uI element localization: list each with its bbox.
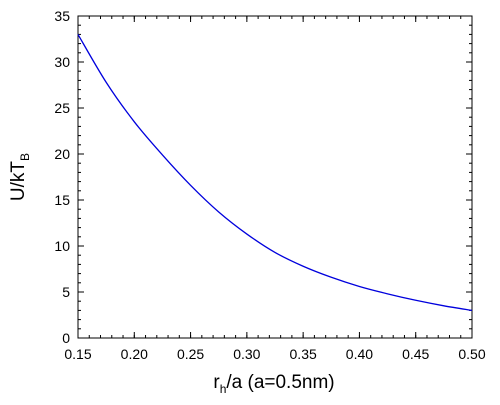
y-axis-title-main: U/kT — [8, 161, 29, 202]
x-tick-label: 0.30 — [233, 346, 260, 362]
plot-frame — [77, 15, 473, 339]
x-tick-label: 0.15 — [64, 346, 91, 362]
y-tick-label: 0 — [62, 330, 70, 346]
x-axis-title-rest: /a (a=0.5nm) — [226, 372, 334, 393]
y-tick-labels: 0 5 10 15 20 25 30 35 — [54, 8, 70, 346]
series-line — [77, 34, 473, 312]
y-tick-label: 30 — [54, 54, 70, 70]
x-tick-label: 0.35 — [290, 346, 317, 362]
x-tick-label: 0.40 — [346, 346, 373, 362]
x-tick-label: 0.20 — [121, 346, 148, 362]
x-tick-label: 0.25 — [177, 346, 204, 362]
x-tick-label: 0.45 — [402, 346, 429, 362]
x-axis-title-sub: h — [220, 382, 227, 396]
y-tick-label: 35 — [54, 8, 70, 24]
major-ticks — [77, 15, 473, 339]
y-tick-label: 10 — [54, 238, 70, 254]
y-axis-title: U/kTB — [8, 153, 32, 201]
x-axis-title-main: r — [213, 372, 220, 393]
y-tick-label: 20 — [54, 146, 70, 162]
x-axis-title: rh/a (a=0.5nm) — [213, 372, 334, 396]
series-layer — [77, 34, 473, 312]
y-tick-label: 25 — [54, 100, 70, 116]
y-tick-label: 15 — [54, 192, 70, 208]
y-axis-title-sub: B — [18, 153, 32, 161]
minor-ticks — [77, 15, 473, 339]
x-tick-label: 0.50 — [458, 346, 485, 362]
y-tick-label: 5 — [62, 284, 70, 300]
x-tick-labels: 0.15 0.20 0.25 0.30 0.35 0.40 0.45 0.50 — [64, 346, 485, 362]
